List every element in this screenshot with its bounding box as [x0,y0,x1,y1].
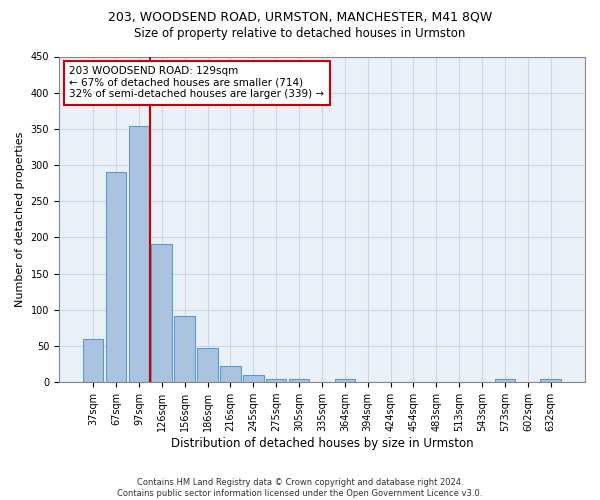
Bar [495,380,515,382]
Text: 203 WOODSEND ROAD: 129sqm
← 67% of detached houses are smaller (714)
32% of semi: 203 WOODSEND ROAD: 129sqm ← 67% of detac… [70,66,325,100]
Bar [335,378,355,382]
Bar [175,316,195,382]
X-axis label: Distribution of detached houses by size in Urmston: Distribution of detached houses by size … [170,437,473,450]
Bar [243,375,263,382]
Bar [83,339,103,382]
Text: Size of property relative to detached houses in Urmston: Size of property relative to detached ho… [134,28,466,40]
Bar [220,366,241,382]
Bar [128,126,149,382]
Bar [151,244,172,382]
Text: Contains HM Land Registry data © Crown copyright and database right 2024.
Contai: Contains HM Land Registry data © Crown c… [118,478,482,498]
Bar [106,172,126,382]
Bar [289,378,310,382]
Bar [266,378,286,382]
Y-axis label: Number of detached properties: Number of detached properties [15,132,25,307]
Text: 203, WOODSEND ROAD, URMSTON, MANCHESTER, M41 8QW: 203, WOODSEND ROAD, URMSTON, MANCHESTER,… [108,10,492,23]
Bar [541,380,561,382]
Bar [197,348,218,382]
